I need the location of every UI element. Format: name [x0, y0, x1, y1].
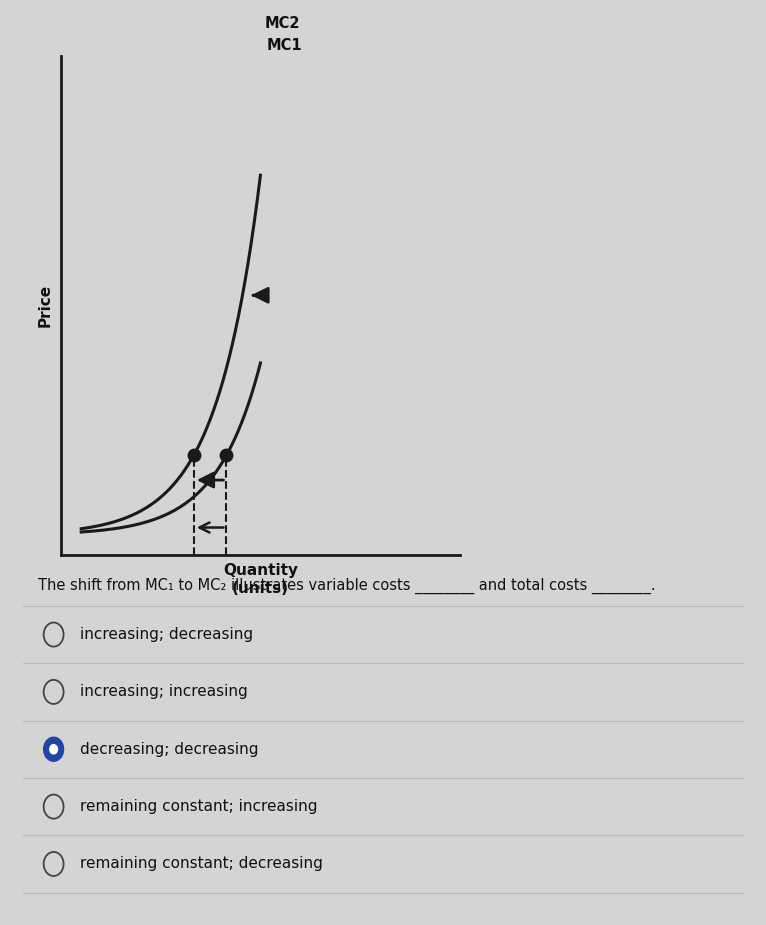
Text: decreasing; decreasing: decreasing; decreasing [80, 742, 259, 757]
Text: remaining constant; decreasing: remaining constant; decreasing [80, 857, 323, 871]
Text: remaining constant; increasing: remaining constant; increasing [80, 799, 318, 814]
Text: MC2: MC2 [264, 16, 300, 31]
Text: increasing; increasing: increasing; increasing [80, 684, 248, 699]
Text: increasing; decreasing: increasing; decreasing [80, 627, 254, 642]
X-axis label: Quantity
(units): Quantity (units) [223, 563, 298, 596]
Y-axis label: Price: Price [38, 284, 53, 327]
Text: The shift from MC₁ to MC₂ illustrates variable costs ________ and total costs __: The shift from MC₁ to MC₂ illustrates va… [38, 578, 656, 595]
Text: MC1: MC1 [267, 38, 302, 53]
